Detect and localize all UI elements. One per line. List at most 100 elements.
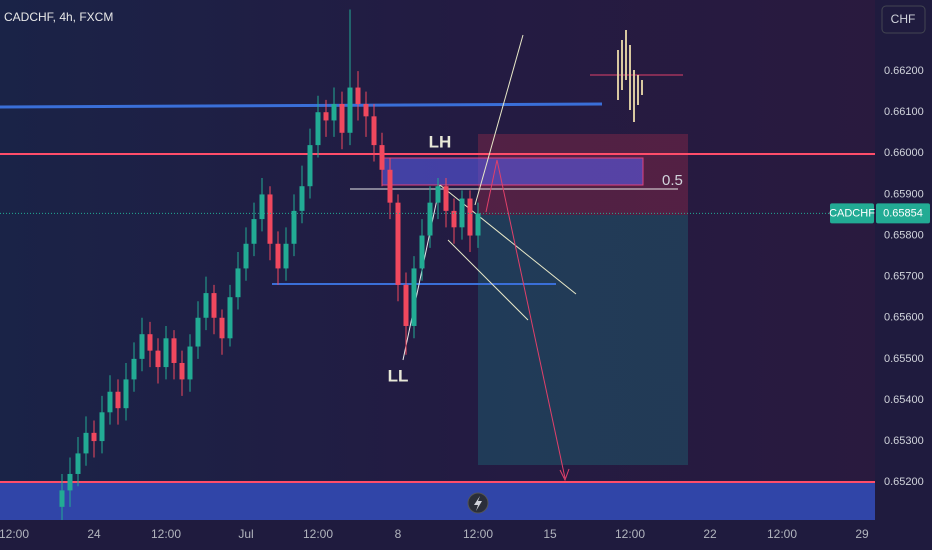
chart-title: CADCHF, 4h, FXCM [4, 10, 113, 24]
x-tick-label: 29 [855, 527, 869, 541]
candle-body [147, 334, 153, 351]
y-tick-label: 0.66100 [884, 106, 924, 118]
x-tick-label: 15 [543, 527, 557, 541]
y-tick-label: 0.65300 [884, 435, 924, 447]
candle-body [59, 490, 65, 507]
price-axis [875, 0, 932, 520]
demand-zone [0, 482, 875, 520]
path-arrow [485, 159, 566, 479]
candle-body [387, 169, 393, 203]
supply-box [381, 157, 644, 186]
candle-body [299, 186, 305, 211]
candle-body [355, 87, 361, 104]
candle-body [163, 338, 169, 368]
candle-body [219, 317, 225, 339]
candle-body [339, 104, 345, 133]
candle-body [211, 293, 217, 318]
y-tick-label: 0.65900 [884, 188, 924, 200]
candle-body [347, 87, 353, 133]
candle-body [203, 293, 209, 318]
candle-body [371, 116, 377, 146]
candle-body [243, 243, 249, 269]
y-tick-label: 0.65400 [884, 394, 924, 406]
candle-body [427, 202, 433, 236]
x-tick-label: 8 [395, 527, 402, 541]
candle-body [267, 194, 273, 244]
x-tick-label: 12:00 [0, 527, 29, 541]
x-tick-label: 24 [87, 527, 101, 541]
candle-body [467, 198, 473, 236]
ll-label: LL [388, 366, 409, 385]
candle-body [235, 268, 241, 298]
candle-body [227, 297, 233, 339]
candle-body [139, 334, 145, 359]
y-tick-label: 0.66000 [884, 147, 924, 159]
x-tick-label: 12:00 [615, 527, 645, 541]
candle-body [315, 112, 321, 146]
x-tick-label: Jul [238, 527, 253, 541]
candle-body [283, 243, 289, 269]
fib-label: 0.5 [662, 172, 683, 189]
candle-body [251, 219, 257, 244]
candle-body [83, 432, 89, 454]
candle-body [395, 202, 401, 285]
channel-line [447, 239, 529, 321]
y-tick-label: 0.65500 [884, 353, 924, 365]
candle-body [67, 473, 73, 491]
candle-body [115, 391, 121, 409]
lh-label: LH [429, 132, 452, 151]
time-axis [0, 520, 932, 550]
y-tick-label: 0.65200 [884, 476, 924, 488]
currency-button[interactable] [881, 5, 926, 34]
x-tick-label: 12:00 [303, 527, 333, 541]
candle-body [411, 268, 417, 326]
candle-body [475, 213, 481, 236]
candle-body [259, 194, 265, 220]
candle-body [379, 145, 385, 170]
resistance-line [0, 102, 603, 109]
price-tag: 0.65854 [883, 207, 923, 219]
candle-body [171, 338, 177, 363]
projection-line [474, 34, 524, 206]
arrow-head [559, 468, 570, 482]
candle-body [403, 284, 409, 326]
candle-body [99, 412, 105, 442]
candle-body [291, 210, 297, 244]
candle-body [363, 104, 369, 117]
candle-body [155, 350, 161, 368]
candle-body [75, 453, 81, 474]
candle-body [179, 362, 185, 380]
candle-body [443, 186, 449, 211]
candle-body [323, 112, 329, 121]
candle-body [307, 145, 313, 187]
price-tag-bg [876, 203, 930, 224]
candles [59, 9, 481, 524]
y-tick-label: 0.65800 [884, 229, 924, 241]
candle-body [91, 432, 97, 442]
x-tick-label: 12:00 [151, 527, 181, 541]
ghost-candles [617, 30, 643, 122]
candle-body [131, 358, 137, 380]
candle-body [419, 235, 425, 269]
x-tick-label: 22 [703, 527, 717, 541]
candle-body [331, 104, 337, 121]
candle-body [107, 391, 113, 413]
candle-body [435, 186, 441, 203]
currency-label: CHF [891, 12, 916, 26]
x-tick-label: 12:00 [767, 527, 797, 541]
candle-body [187, 346, 193, 380]
symbol-tag: CADCHF [829, 207, 875, 219]
symbol-tag-bg [830, 203, 874, 224]
candle-body [451, 210, 457, 228]
candle-body [195, 317, 201, 347]
y-tick-label: 0.66200 [884, 65, 924, 77]
alert-bolt [474, 496, 482, 511]
reward-zone [478, 215, 688, 465]
y-tick-label: 0.65600 [884, 312, 924, 324]
y-tick-label: 0.65700 [884, 271, 924, 283]
x-tick-label: 12:00 [463, 527, 493, 541]
candle-body [275, 243, 281, 269]
